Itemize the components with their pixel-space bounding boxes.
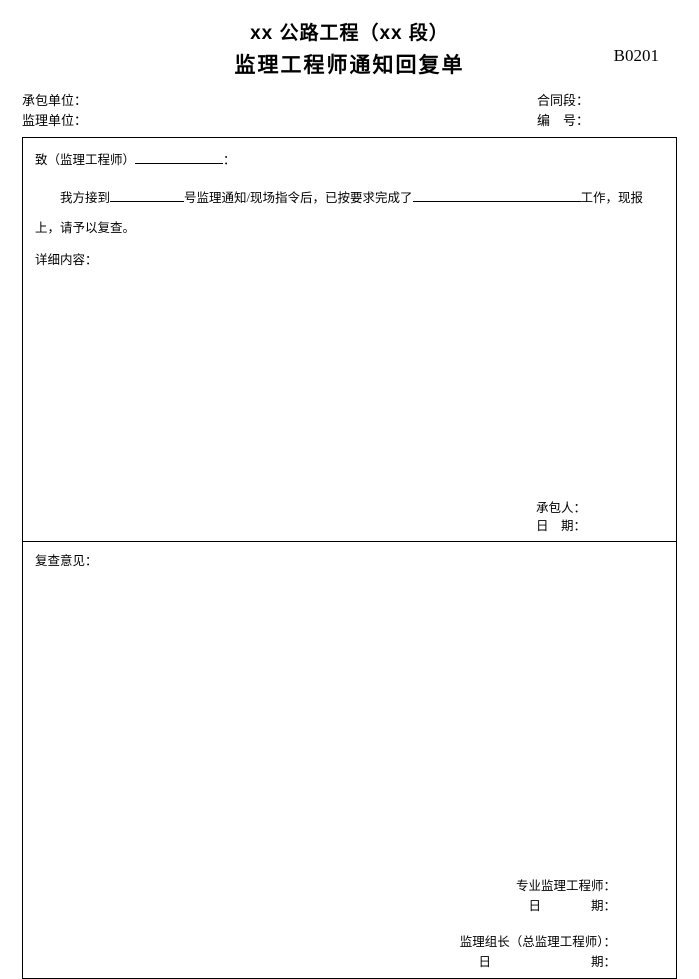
section-review: 复查意见： 专业监理工程师： 日 期： 监理组长（总监理工程师）： 日 期：: [23, 542, 676, 978]
header-meta: 承包单位： 合同段： 监理单位： 编 号：: [22, 91, 677, 131]
body-p1-a: 我方接到: [60, 191, 110, 205]
contract-section-label: 合同段：: [537, 91, 677, 111]
contractor-unit-label: 承包单位：: [22, 91, 350, 111]
sig-date-label: 日 期：: [536, 517, 586, 535]
title-line-1: xx 公路工程（xx 段）: [22, 18, 677, 45]
meta-row-2: 监理单位： 编 号：: [22, 111, 677, 131]
sig-leader-label: 监理组长（总监理工程师）：: [426, 932, 616, 952]
sig-date1-label: 日 期：: [426, 896, 616, 916]
section-reply: 致（监理工程师） ： 我方接到 号监理通知/现场指令后，已按要求完成了 工作，现报 上…: [23, 138, 676, 542]
supervision-unit-label: 监理单位：: [22, 111, 350, 131]
number-label: 编 号：: [537, 111, 677, 131]
addressee-colon: ：: [223, 153, 236, 167]
title-line-2: 监理工程师通知回复单: [22, 49, 677, 79]
signature-block-supervisor: 专业监理工程师： 日 期： 监理组长（总监理工程师）： 日 期：: [426, 876, 656, 972]
addressee-line: 致（监理工程师） ：: [35, 148, 664, 172]
work-blank: [413, 188, 581, 202]
meta-row-1: 承包单位： 合同段：: [22, 91, 677, 111]
body-line-2: 上，请予以复查。: [35, 216, 664, 240]
addressee-prefix: 致（监理工程师）: [35, 153, 135, 167]
sig-spacer: [426, 916, 656, 932]
body-line-1: 我方接到 号监理通知/现场指令后，已按要求完成了 工作，现报: [35, 186, 664, 210]
body-p1-b: 号监理通知/现场指令后，已按要求完成了: [184, 191, 412, 205]
body-p1-c: 工作，现报: [581, 191, 644, 205]
main-form-box: 致（监理工程师） ： 我方接到 号监理通知/现场指令后，已按要求完成了 工作，现报 上…: [22, 137, 677, 979]
sig-specialist-label: 专业监理工程师：: [426, 876, 616, 896]
addressee-blank: [135, 150, 223, 164]
sig-leader-row: 监理组长（总监理工程师）：: [426, 932, 656, 952]
review-label: 复查意见：: [35, 550, 664, 572]
sig-date2-label: 日 期：: [426, 952, 616, 972]
form-code: B0201: [614, 46, 659, 66]
signature-block-contractor: 承包人： 日 期：: [536, 499, 586, 535]
sig-date2-row: 日 期：: [426, 952, 656, 972]
notice-number-blank: [110, 188, 184, 202]
sig-date1-row: 日 期：: [426, 896, 656, 916]
sig-contractor-label: 承包人：: [536, 499, 586, 517]
sig-specialist-row: 专业监理工程师：: [426, 876, 656, 896]
page-container: xx 公路工程（xx 段） 监理工程师通知回复单 B0201 承包单位： 合同段…: [0, 0, 699, 975]
detail-label: 详细内容：: [35, 248, 664, 272]
